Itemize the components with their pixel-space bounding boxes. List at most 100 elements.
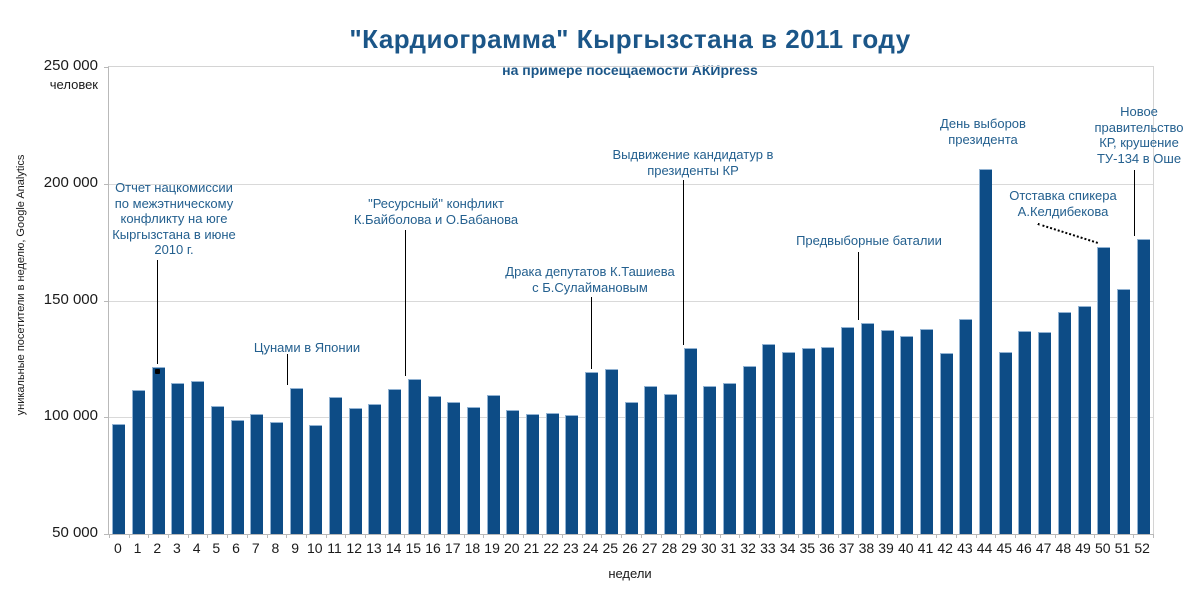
y-axis-tick: [104, 183, 109, 185]
x-tick-label-1: 1: [133, 540, 142, 556]
x-axis-tick: [502, 534, 504, 538]
x-tick-label-5: 5: [212, 540, 221, 556]
x-axis-tick: [246, 534, 248, 538]
x-axis-tick: [187, 534, 189, 538]
x-tick-label-2: 2: [153, 540, 162, 556]
x-tick-label-26: 26: [622, 540, 638, 556]
x-axis-tick: [1015, 534, 1017, 538]
y-axis-title: уникальные посетители в неделю, Google A…: [15, 154, 27, 416]
x-axis-tick: [325, 534, 327, 538]
x-axis-tick: [109, 534, 110, 538]
bar-week-34: [782, 351, 796, 534]
x-tick-label-12: 12: [346, 540, 362, 556]
bar-week-35: [801, 348, 815, 534]
x-axis-tick: [916, 534, 918, 538]
bar-week-18: [466, 406, 480, 534]
x-axis-tick: [818, 534, 820, 538]
bar-week-4: [191, 381, 205, 534]
x-axis-tick: [207, 534, 209, 538]
bar-week-10: [309, 425, 323, 534]
bar-week-11: [329, 397, 343, 534]
x-axis-tick: [1153, 534, 1154, 538]
bar-week-25: [604, 369, 618, 534]
x-tick-label-41: 41: [917, 540, 934, 556]
x-tick-label-49: 49: [1075, 540, 1091, 556]
bar-week-24: [585, 371, 599, 534]
bar-week-21: [526, 413, 539, 534]
gridline-200000: [109, 183, 1153, 185]
bar-week-5: [210, 405, 224, 534]
bar-week-43: [959, 319, 973, 534]
x-tick-label-21: 21: [523, 540, 540, 556]
x-tick-label-19: 19: [484, 540, 500, 556]
gridline-150000: [109, 300, 1153, 302]
x-axis-tick: [522, 534, 524, 538]
x-axis-tick: [404, 534, 406, 538]
bar-week-33: [762, 343, 776, 534]
x-tick-label-34: 34: [779, 540, 796, 556]
x-tick-label-28: 28: [661, 540, 678, 556]
x-tick-label-50: 50: [1094, 540, 1111, 556]
x-tick-label-29: 29: [681, 540, 697, 556]
x-axis-tick: [660, 534, 662, 538]
bar-week-38: [860, 322, 874, 534]
bar-week-41: [919, 328, 933, 534]
y-tick-label: 250 000: [43, 57, 98, 74]
y-axis-tick: [104, 533, 109, 535]
x-tick-label-22: 22: [543, 540, 559, 556]
x-tick-label-3: 3: [173, 540, 181, 556]
x-axis-tick: [936, 534, 938, 538]
x-axis-tick: [128, 534, 130, 538]
x-axis-tick: [266, 534, 268, 538]
x-tick-label-30: 30: [700, 540, 717, 556]
x-axis-tick: [739, 534, 741, 538]
bar-week-17: [447, 402, 461, 534]
bar-week-26: [624, 402, 638, 534]
bar-week-16: [427, 396, 441, 534]
x-axis-tick: [857, 534, 859, 538]
bar-week-0: [112, 424, 126, 534]
bar-week-23: [565, 414, 579, 534]
x-tick-label-47: 47: [1035, 540, 1052, 556]
bar-week-50: [1097, 246, 1111, 534]
x-tick-label-13: 13: [366, 540, 382, 556]
x-tick-label-15: 15: [405, 540, 422, 556]
chart-title: "Кардиограмма" Кыргызстана в 2011 году: [349, 24, 911, 54]
x-axis-tick: [542, 534, 544, 538]
x-tick-label-4: 4: [192, 540, 201, 556]
bar-week-49: [1077, 306, 1091, 534]
x-axis-tick: [1054, 534, 1056, 538]
bar-week-3: [171, 383, 185, 534]
bar-week-28: [663, 393, 677, 534]
x-tick-label-33: 33: [760, 540, 776, 556]
x-tick-label-27: 27: [641, 540, 658, 556]
y-axis-tick: [104, 300, 109, 302]
x-tick-label-44: 44: [976, 540, 993, 556]
y-tick-label: 200 000: [43, 173, 98, 191]
x-tick-label-31: 31: [720, 540, 737, 556]
bar-week-12: [348, 407, 362, 534]
bar-week-6: [230, 419, 244, 534]
x-axis-tick: [680, 534, 682, 538]
bar-week-44: [979, 168, 993, 534]
x-axis-tick: [227, 534, 229, 538]
bar-week-45: [998, 351, 1012, 534]
bar-week-46: [1018, 330, 1032, 534]
bar-week-13: [368, 404, 382, 534]
x-tick-label-7: 7: [251, 540, 260, 556]
bar-week-42: [939, 353, 953, 534]
x-tick-label-39: 39: [878, 540, 894, 556]
x-tick-label-20: 20: [504, 540, 520, 556]
bar-week-14: [388, 389, 402, 534]
bar-week-31: [722, 383, 736, 534]
y-tick-label: 50 000: [52, 524, 98, 541]
x-tick-label-23: 23: [563, 540, 579, 556]
bar-week-22: [545, 412, 559, 534]
x-axis-tick: [424, 534, 426, 538]
bar-week-51: [1116, 288, 1130, 534]
x-axis-tick: [995, 534, 997, 538]
bar-week-30: [703, 385, 717, 534]
x-tick-label-40: 40: [897, 540, 914, 556]
x-axis-tick: [1034, 534, 1036, 538]
plot-area: [104, 66, 1154, 538]
